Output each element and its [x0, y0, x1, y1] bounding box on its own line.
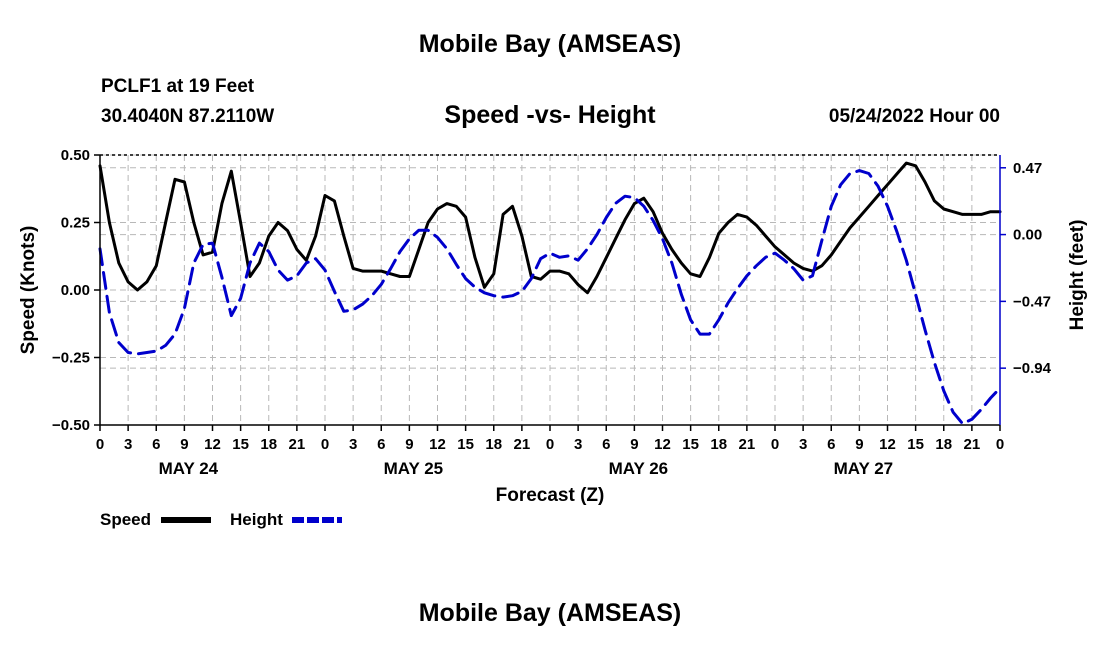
x-tick-label: 3	[799, 436, 807, 453]
y-tick-label-right: −0.94	[1013, 360, 1052, 377]
x-tick-label: 6	[827, 436, 835, 453]
day-label: MAY 24	[159, 459, 219, 478]
x-tick-label: 18	[485, 436, 502, 453]
x-tick-label: 15	[682, 436, 699, 453]
day-label: MAY 26	[609, 459, 669, 478]
x-tick-label: 9	[630, 436, 638, 453]
x-tick-label: 9	[855, 436, 863, 453]
legend: Speed Height	[100, 510, 342, 529]
x-tick-label: 18	[710, 436, 727, 453]
chart-subtitle: Speed -vs- Height	[444, 101, 656, 129]
x-tick-label: 3	[349, 436, 357, 453]
day-label: MAY 25	[384, 459, 444, 478]
x-tick-label: 12	[429, 436, 446, 453]
legend-label-height: Height	[230, 510, 283, 529]
x-tick-label: 15	[232, 436, 249, 453]
series-line-speed	[98, 161, 1002, 295]
x-tick-label: 0	[996, 436, 1004, 453]
x-tick-label: 15	[457, 436, 474, 453]
x-tick-label: 0	[771, 436, 779, 453]
x-tick-label: 21	[964, 436, 981, 453]
y-axis-label-right: Height (feet)	[1067, 220, 1088, 331]
x-tick-label: 3	[574, 436, 582, 453]
x-tick-label: 12	[654, 436, 671, 453]
day-label: MAY 27	[834, 459, 894, 478]
y-tick-label-left: 0.50	[61, 147, 90, 164]
x-tick-label: 0	[96, 436, 104, 453]
x-tick-label: 6	[602, 436, 610, 453]
x-axis-label: Forecast (Z)	[496, 485, 605, 506]
x-tick-label: 21	[739, 436, 756, 453]
station-label: PCLF1 at 19 Feet	[101, 76, 255, 97]
x-tick-label: 12	[879, 436, 896, 453]
x-tick-label: 18	[935, 436, 952, 453]
x-tick-label: 21	[289, 436, 306, 453]
x-tick-label: 21	[514, 436, 531, 453]
x-tick-label: 15	[907, 436, 924, 453]
series-layer	[98, 161, 1002, 426]
grid	[100, 154, 1000, 425]
x-tick-label: 0	[321, 436, 329, 453]
x-tick-label: 0	[546, 436, 554, 453]
page-title: Mobile Bay (AMSEAS)	[418, 30, 682, 58]
y-tick-label-left: −0.25	[52, 350, 90, 367]
location-label: 30.4040N 87.2110W	[101, 106, 275, 127]
y-tick-label-left: 0.25	[61, 215, 90, 232]
series-line-height	[98, 169, 1002, 426]
y-tick-label-left: 0.00	[61, 282, 90, 299]
x-tick-label: 12	[204, 436, 221, 453]
x-tick-label: 6	[152, 436, 160, 453]
forecast-datetime: 05/24/2022 Hour 00	[828, 106, 1000, 127]
x-tick-label: 3	[124, 436, 132, 453]
y-tick-label-right: −0.47	[1013, 293, 1051, 310]
y-tick-label-right: 0.47	[1013, 160, 1042, 177]
x-tick-label: 9	[180, 436, 188, 453]
x-tick-label: 18	[260, 436, 277, 453]
axes: 0 3 6 9 12 15 18 21 0 3 6 9 12 15 18 21 0 3 6 9 12 15 18 21 0 3 6 9…	[52, 147, 1052, 478]
x-tick-label: 6	[377, 436, 385, 453]
y-axis-label-left: Speed (Knots)	[18, 226, 39, 355]
x-tick-label: 9	[405, 436, 413, 453]
footer-title: Mobile Bay (AMSEAS)	[418, 599, 682, 627]
axis-labels: Forecast (Z) Speed (Knots) Height (feet)	[18, 220, 1088, 506]
y-tick-label-right: 0.00	[1013, 227, 1042, 244]
y-tick-label-left: −0.50	[52, 417, 90, 434]
legend-label-speed: Speed	[100, 510, 151, 529]
